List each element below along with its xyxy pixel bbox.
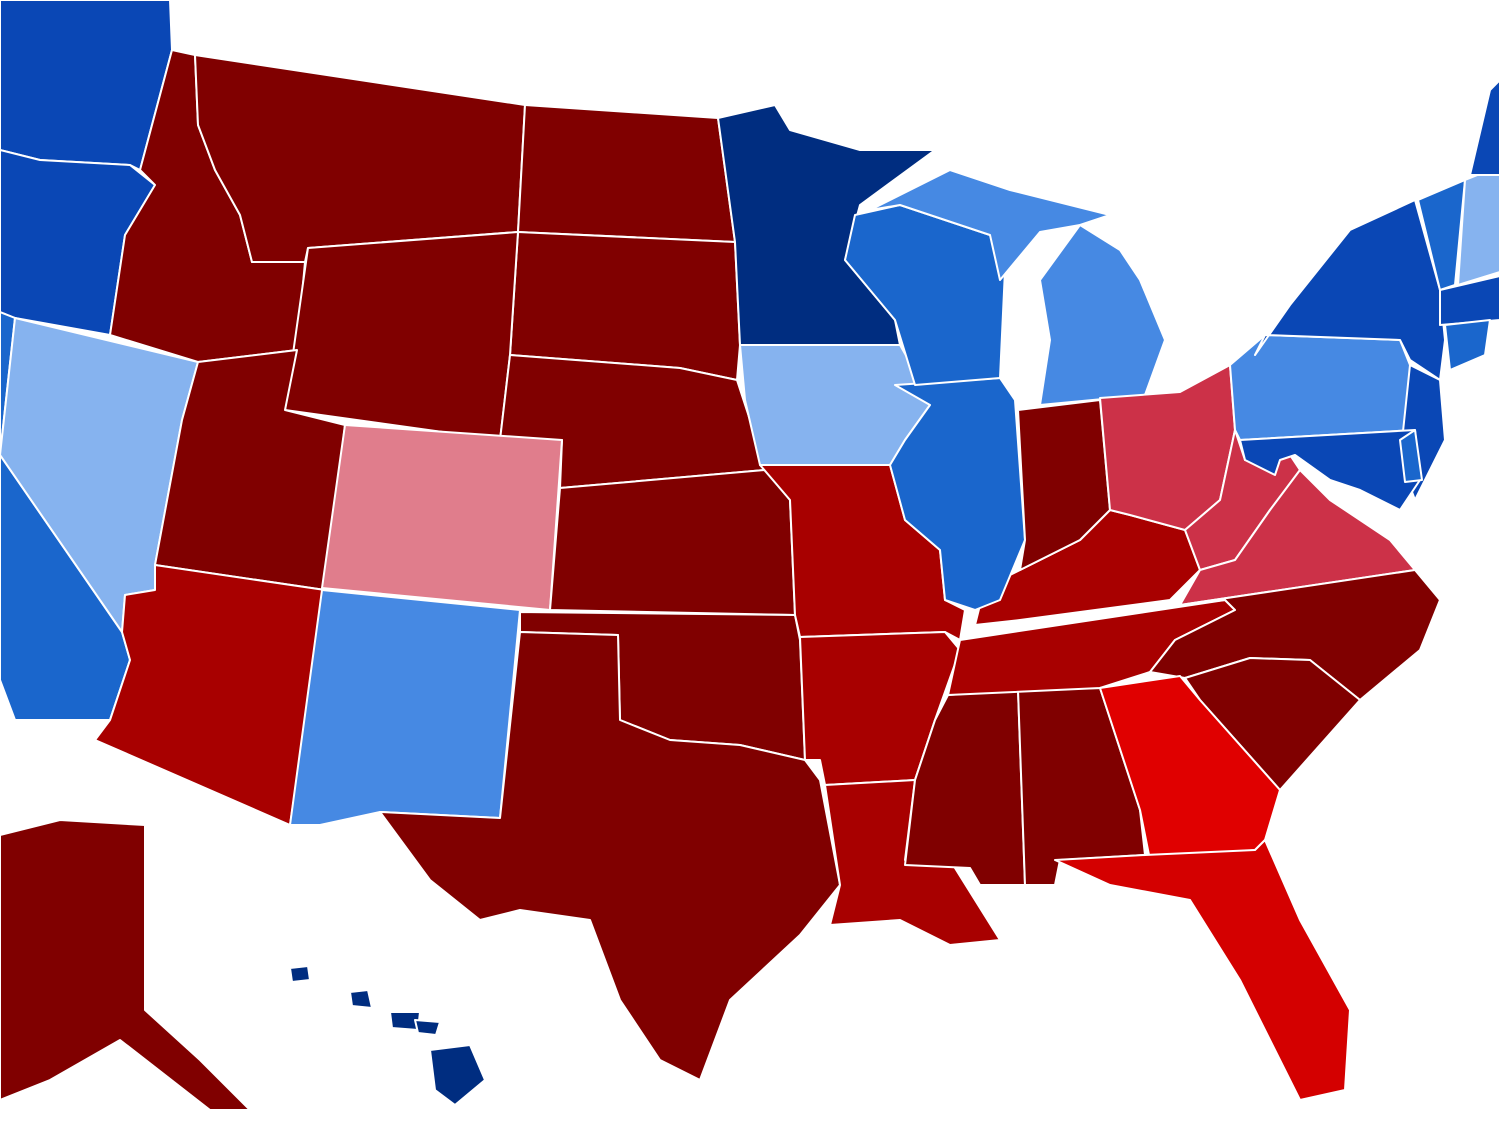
state	[1444, 319, 1491, 371]
state	[429, 1044, 486, 1106]
state	[869, 169, 1111, 281]
state	[1399, 429, 1423, 483]
state	[1417, 179, 1466, 291]
state	[1054, 839, 1351, 1101]
state	[0, 819, 251, 1111]
state	[517, 104, 736, 243]
state	[289, 965, 311, 983]
state	[1439, 275, 1500, 326]
state	[1457, 169, 1500, 286]
state	[414, 1019, 441, 1036]
state	[379, 631, 841, 1081]
state	[1254, 199, 1446, 381]
state	[549, 469, 796, 616]
state	[1039, 224, 1166, 406]
state	[1469, 79, 1500, 176]
state	[889, 377, 1026, 611]
state	[284, 231, 519, 441]
state	[289, 589, 521, 826]
state	[349, 989, 373, 1009]
state	[321, 424, 563, 611]
